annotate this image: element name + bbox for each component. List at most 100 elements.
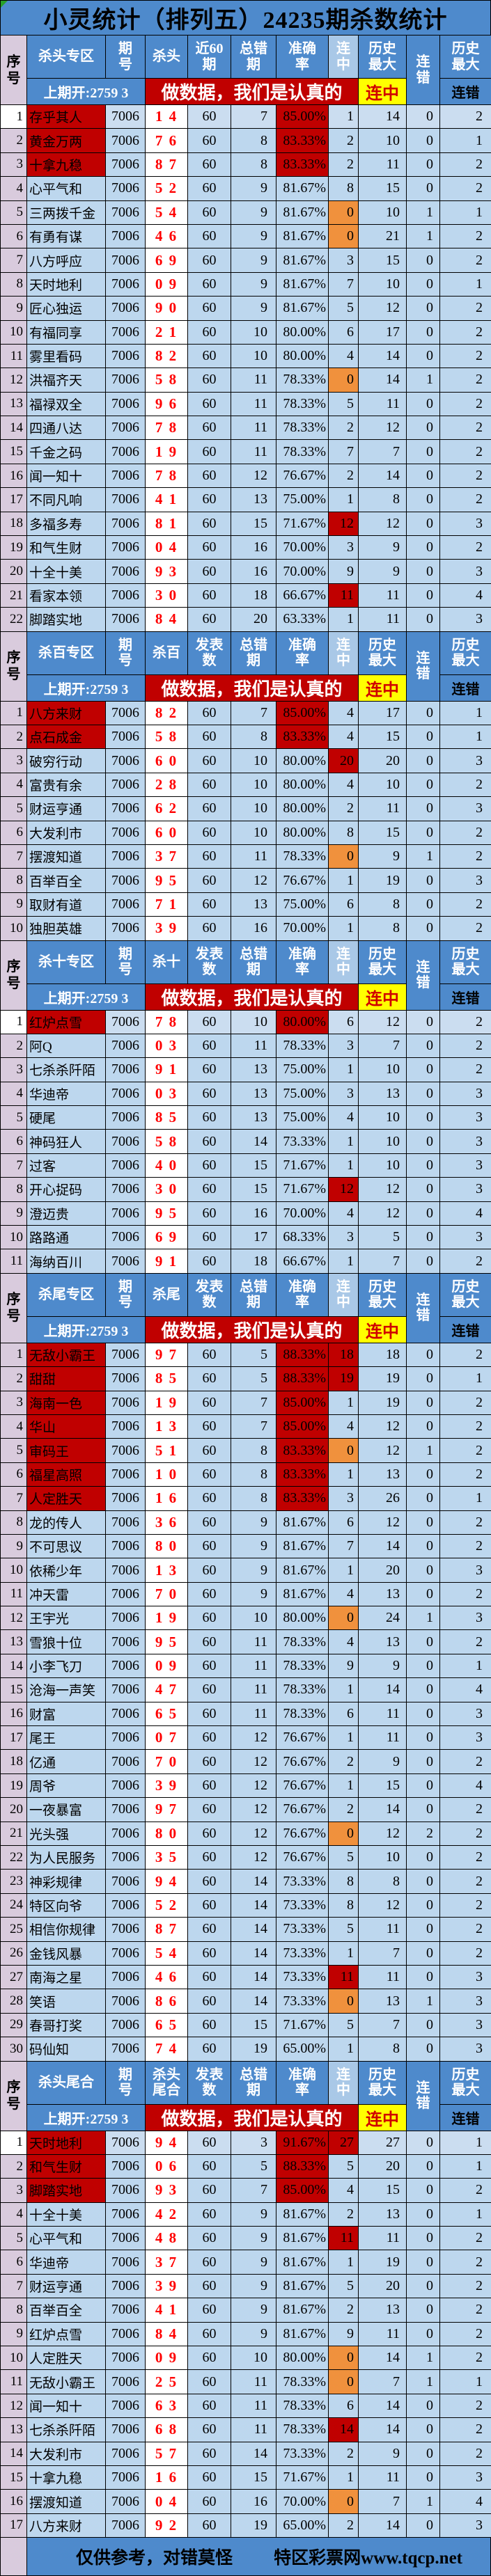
cell-serial: 13 <box>1 392 27 417</box>
cell-streak-hit: 5 <box>329 1918 359 1942</box>
cell-count: 60 <box>188 152 231 177</box>
cell-streak-miss: 0 <box>407 1082 440 1107</box>
cell-accuracy: 80.00% <box>276 821 329 845</box>
cell-total-wrong: 12 <box>231 464 276 489</box>
cell-issue: 7006 <box>106 1750 146 1774</box>
cell-serial: 9 <box>1 2322 27 2347</box>
cell-hist-max-miss: 3 <box>440 512 491 537</box>
cell-serial: 2 <box>1 129 27 153</box>
cell-streak-miss: 0 <box>407 1462 440 1487</box>
cell-total-wrong: 18 <box>231 583 276 608</box>
cell-serial: 1 <box>1 105 27 129</box>
cell-issue: 7006 <box>106 464 146 489</box>
cell-serial: 15 <box>1 440 27 464</box>
cell-serial: 24 <box>1 1893 27 1918</box>
cell-serial: 30 <box>1 2037 27 2062</box>
cell-streak-miss: 1 <box>407 844 440 869</box>
cell-serial: 6 <box>1 2250 27 2275</box>
cell-accuracy: 83.33% <box>276 1439 329 1463</box>
cell-streak-miss: 0 <box>407 2227 440 2251</box>
cell-hist-max-hit: 13 <box>359 2298 407 2323</box>
cell-streak-miss: 0 <box>407 1414 440 1439</box>
cell-hist-max-miss: 3 <box>440 1178 491 1202</box>
cell-issue: 7006 <box>106 749 146 773</box>
cell-hist-max-hit: 12 <box>359 1201 407 1226</box>
cell-total-wrong: 14 <box>231 1965 276 1990</box>
cell-streak-hit: 4 <box>329 344 359 369</box>
cell-accuracy: 66.67% <box>276 1249 329 1274</box>
cell-hist-max-miss: 2 <box>440 1034 491 1059</box>
cell-count: 60 <box>188 129 231 153</box>
cell-total-wrong: 10 <box>231 320 276 345</box>
cell-hist-max-miss: 2 <box>440 2322 491 2347</box>
col-header-serial: 序 号 <box>1 631 27 702</box>
col-header-zone: 杀尾专区 <box>27 1273 106 1317</box>
cell-issue: 7006 <box>106 2013 146 2038</box>
cell-kill-numbers: 8 0 <box>146 1822 188 1846</box>
footer-site-link[interactable]: 特区彩票网www.tqcp.net <box>274 2549 462 2568</box>
cell-hist-max-miss: 2 <box>440 152 491 177</box>
cell-total-wrong: 10 <box>231 1010 276 1034</box>
cell-kill-numbers: 9 1 <box>146 1058 188 1082</box>
cell-hist-max-miss: 2 <box>440 368 491 393</box>
cell-count: 60 <box>188 320 231 345</box>
cell-serial: 6 <box>1 821 27 845</box>
cell-serial: 11 <box>1 2370 27 2394</box>
cell-count: 60 <box>188 2298 231 2323</box>
cell-kill-numbers: 6 2 <box>146 797 188 821</box>
cell-hist-max-hit: 9 <box>359 2442 407 2466</box>
col-header-zone: 杀头尾合 <box>27 2061 106 2105</box>
cell-hist-max-hit: 14 <box>359 2346 407 2371</box>
cell-count: 60 <box>188 1846 231 1870</box>
cell-serial: 4 <box>1 177 27 201</box>
cell-hist-max-hit: 13 <box>359 1462 407 1487</box>
cell-streak-miss: 0 <box>407 2274 440 2299</box>
cell-serial: 8 <box>1 869 27 893</box>
cell-total-wrong: 9 <box>231 272 276 297</box>
cell-kill-numbers: 6 8 <box>146 2418 188 2442</box>
cell-total-wrong: 14 <box>231 1893 276 1918</box>
cell-serial: 27 <box>1 1965 27 1990</box>
cell-kill-numbers: 4 2 <box>146 2202 188 2227</box>
cell-accuracy: 75.00% <box>276 1106 329 1130</box>
section-table-5: 序 号杀头尾合期 号杀头 尾合 发表 数总错 期准确 率连 中历史 最大连 错历史… <box>1 2061 491 2538</box>
cell-streak-miss: 0 <box>407 129 440 153</box>
cell-serial: 14 <box>1 1654 27 1679</box>
cell-hist-max-miss: 3 <box>440 1726 491 1751</box>
cell-expert-name: 存乎其人 <box>27 105 106 129</box>
cell-streak-hit: 4 <box>329 1414 359 1439</box>
cell-total-wrong: 9 <box>231 2298 276 2323</box>
cell-streak-hit: 1 <box>329 1462 359 1487</box>
cell-streak-hit: 8 <box>329 1870 359 1894</box>
prev-draw-result: 上期开:2759 3 <box>27 983 146 1011</box>
cell-count: 60 <box>188 1343 231 1368</box>
cell-total-wrong: 11 <box>231 440 276 464</box>
cell-streak-hit: 2 <box>329 464 359 489</box>
col-header-issue: 期 号 <box>106 940 146 984</box>
cell-hist-max-hit: 8 <box>359 2037 407 2062</box>
cell-expert-name: 无敌小霸王 <box>27 2370 106 2394</box>
cell-streak-miss: 0 <box>407 1249 440 1274</box>
cell-count: 60 <box>188 1582 231 1607</box>
cell-serial: 5 <box>1 200 27 225</box>
cell-streak-hit: 1 <box>329 1130 359 1154</box>
cell-serial: 13 <box>1 1630 27 1654</box>
cell-total-wrong: 9 <box>231 1582 276 1607</box>
cell-expert-name: 雪狼十位 <box>27 1630 106 1654</box>
cell-serial: 17 <box>1 2513 27 2538</box>
cell-total-wrong: 8 <box>231 152 276 177</box>
streak-miss-sub-label: 连错 <box>440 79 491 105</box>
cell-kill-numbers: 8 0 <box>146 1534 188 1559</box>
cell-serial: 3 <box>1 1058 27 1082</box>
cell-issue: 7006 <box>106 152 146 177</box>
cell-total-wrong: 9 <box>231 1510 276 1535</box>
cell-streak-hit: 5 <box>329 1846 359 1870</box>
cell-hist-max-hit: 11 <box>359 1918 407 1942</box>
cell-issue: 7006 <box>106 1510 146 1535</box>
cell-streak-miss: 0 <box>407 797 440 821</box>
cell-total-wrong: 10 <box>231 773 276 798</box>
cell-serial: 9 <box>1 297 27 321</box>
cell-count: 60 <box>188 844 231 869</box>
cell-hist-max-miss: 3 <box>440 2013 491 2038</box>
cell-expert-name: 福禄双全 <box>27 392 106 417</box>
